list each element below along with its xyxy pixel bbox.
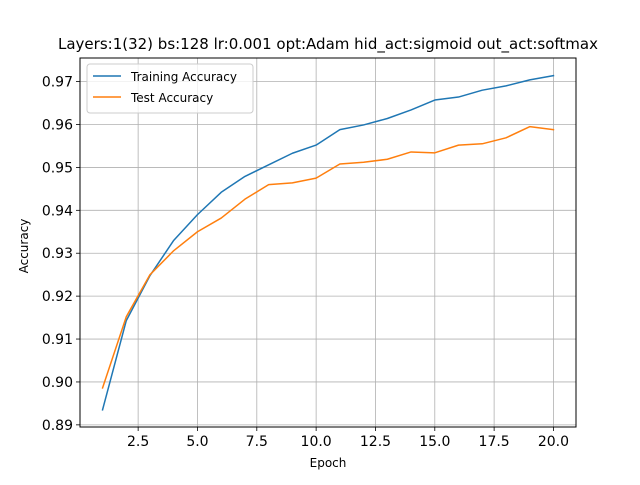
chart-title: Layers:1(32) bs:128 lr:0.001 opt:Adam hi… bbox=[58, 35, 598, 54]
x-tick-label: 20.0 bbox=[538, 434, 569, 450]
x-tick-label: 15.0 bbox=[419, 434, 450, 450]
legend-label-test: Test Accuracy bbox=[130, 91, 213, 105]
y-tick-label: 0.97 bbox=[42, 75, 73, 91]
plot-frame bbox=[79, 57, 577, 428]
y-tick-label: 0.90 bbox=[42, 375, 73, 391]
legend: Training Accuracy Test Accuracy bbox=[86, 63, 254, 114]
x-tick-label: 10.0 bbox=[301, 434, 332, 450]
series-line-test-accuracy bbox=[101, 125, 555, 389]
y-tick-label: 0.91 bbox=[42, 332, 73, 348]
grid-lines bbox=[80, 58, 576, 427]
x-tick-label: 2.5 bbox=[127, 434, 149, 450]
y-tick-label: 0.96 bbox=[42, 118, 73, 134]
x-tick-label: 12.5 bbox=[360, 434, 391, 450]
y-tick-label: 0.95 bbox=[42, 160, 73, 176]
y-tick-label: 0.92 bbox=[42, 289, 73, 305]
x-tick-label: 17.5 bbox=[479, 434, 510, 450]
x-axis-label: Epoch bbox=[310, 456, 347, 470]
x-tick-label: 7.5 bbox=[246, 434, 268, 450]
y-tick-label: 0.94 bbox=[42, 203, 73, 219]
series-lines bbox=[101, 74, 555, 411]
x-tick-label: 5.0 bbox=[186, 434, 208, 450]
y-tick-label: 0.93 bbox=[42, 246, 73, 262]
legend-label-training: Training Accuracy bbox=[130, 70, 237, 84]
y-tick-label: 0.89 bbox=[42, 418, 73, 434]
axis-ticks: 2.5 5.0 7.5 10.0 12.5 15.0 17.5 20.0 0.89 0.90 0.9… bbox=[42, 75, 569, 450]
y-axis-label: Accuracy bbox=[17, 219, 31, 274]
series-line-training-accuracy bbox=[101, 74, 555, 411]
legend-box bbox=[86, 63, 254, 114]
